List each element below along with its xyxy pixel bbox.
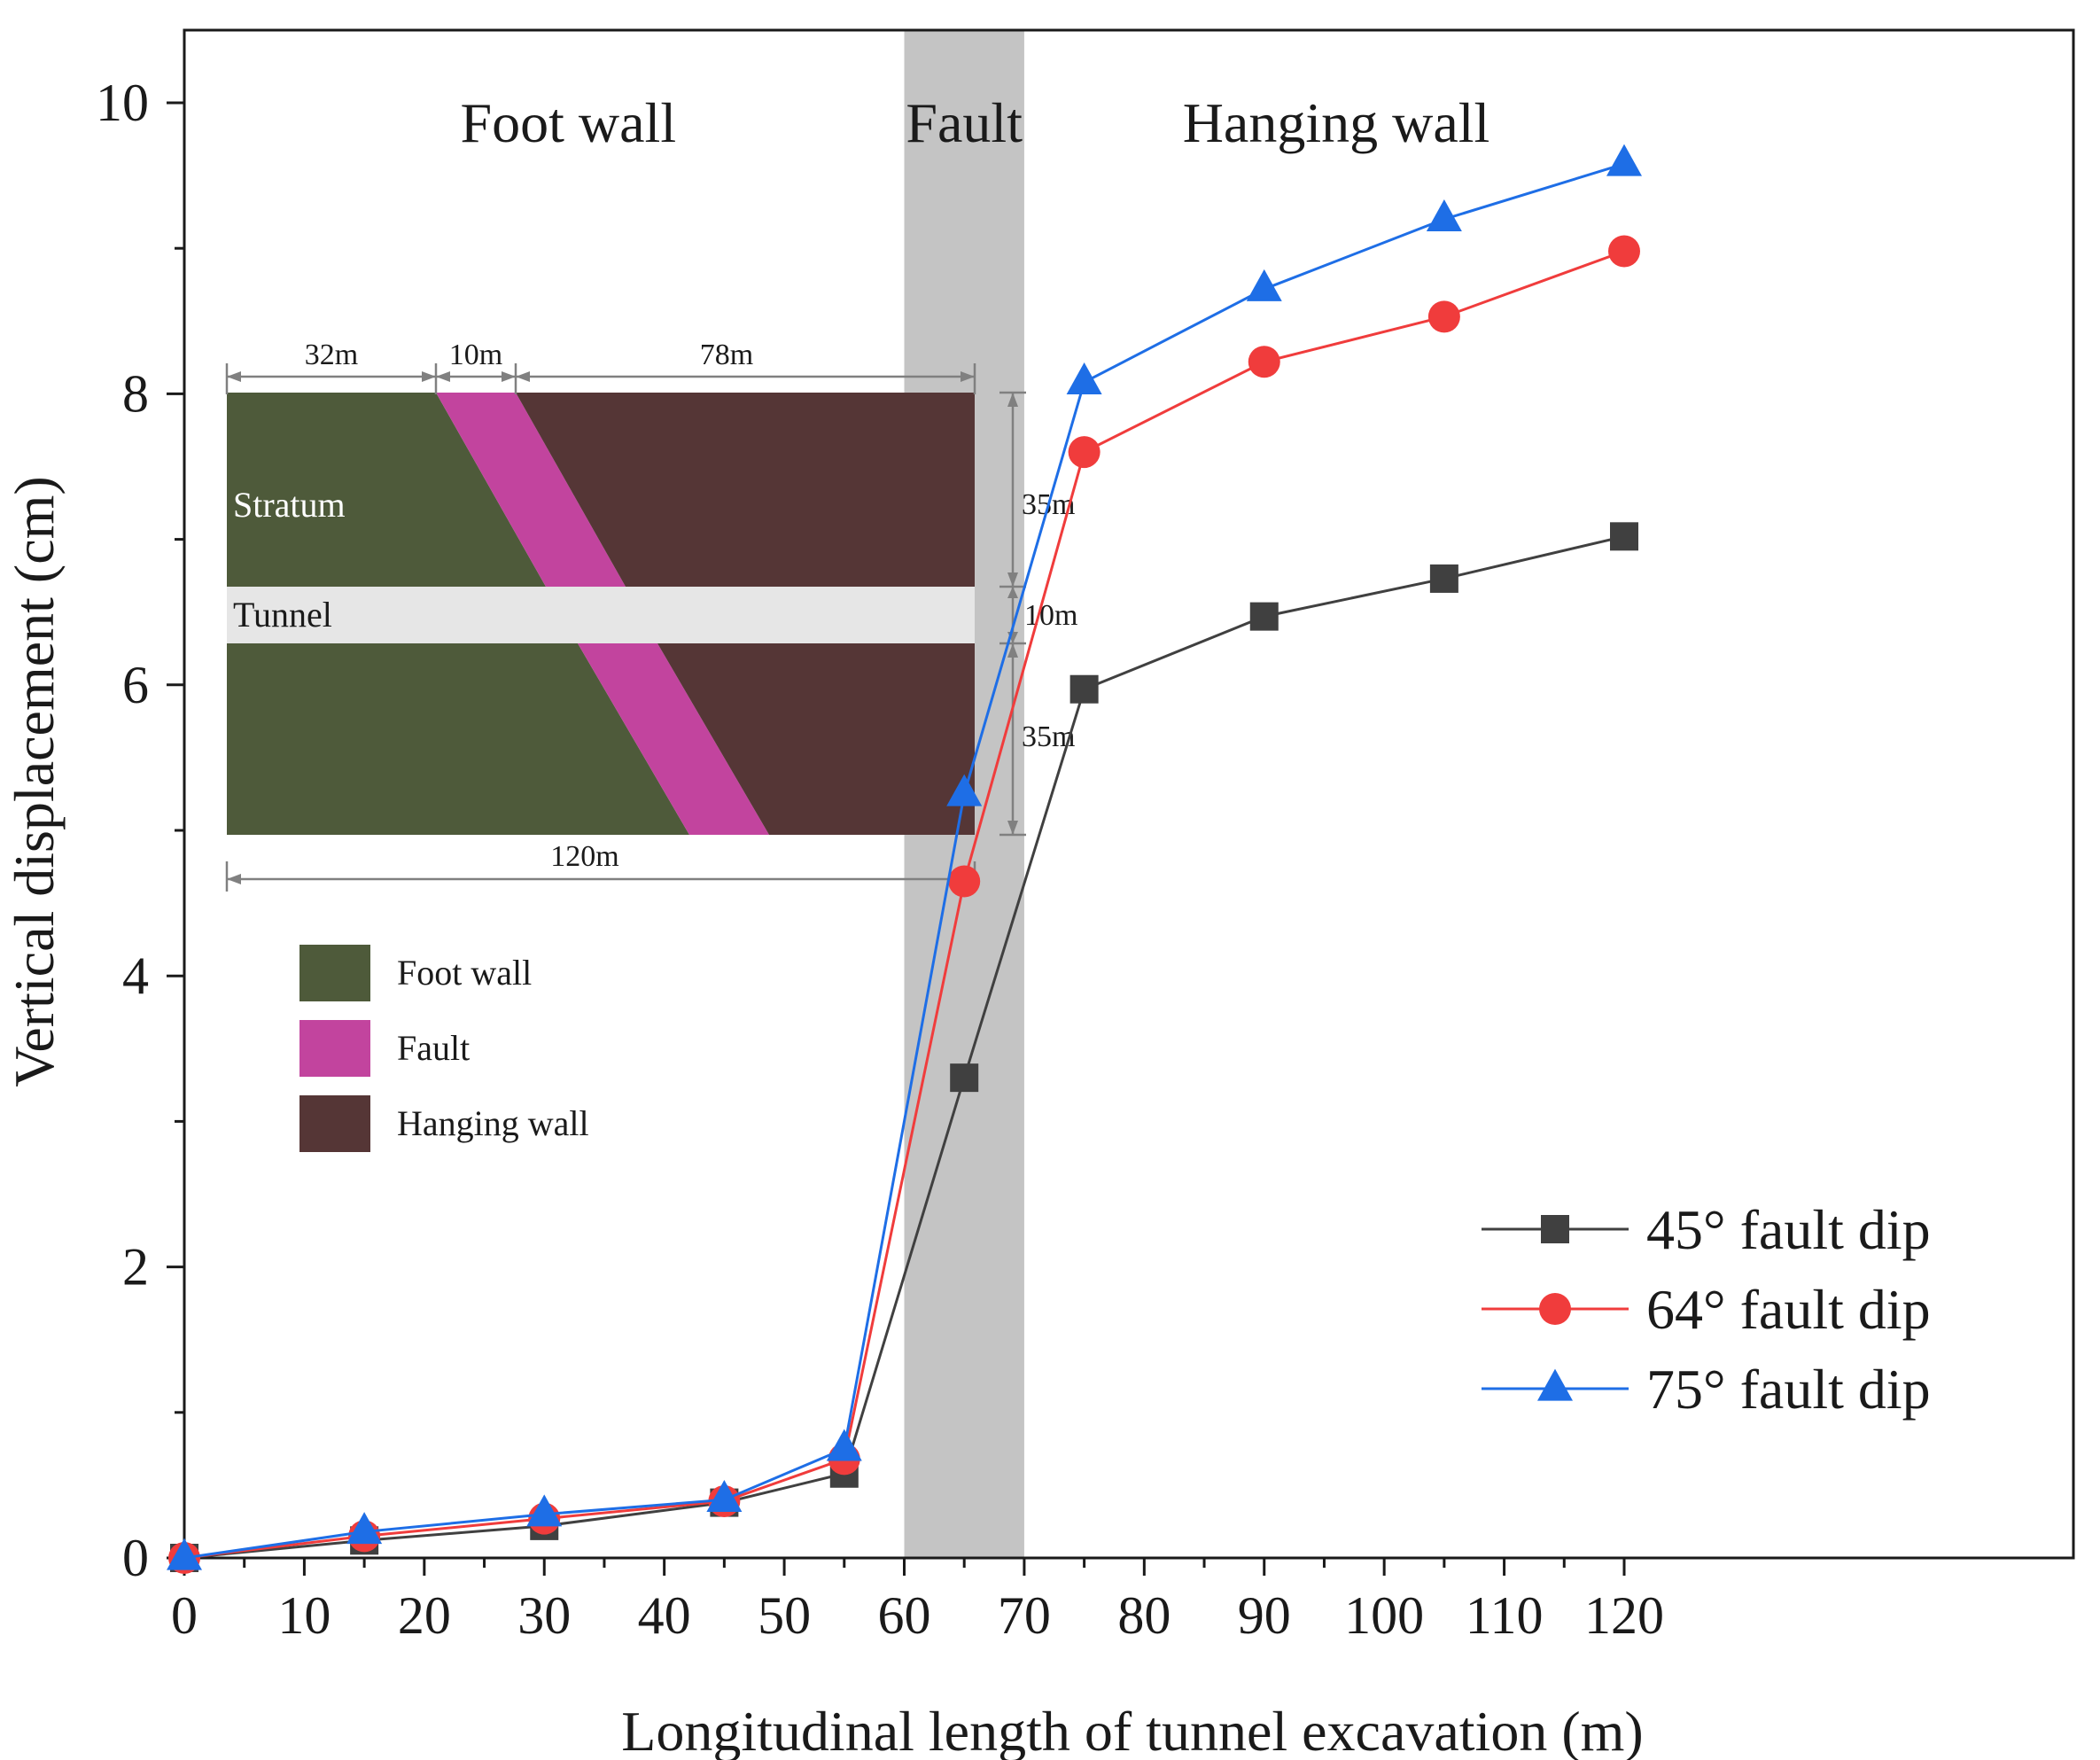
x-tick-label: 100 (1344, 1586, 1424, 1645)
x-tick-label: 50 (758, 1586, 811, 1645)
axes: 0 10 20 30 40 50 60 70 80 90 100 110 120 0 2 4 6 8 10 (96, 28, 2075, 1645)
inset-hanging-wall-bottom (657, 643, 975, 835)
legend-marker (1541, 1215, 1569, 1243)
data-point (526, 1494, 563, 1527)
legend-label: 45° fault dip (1646, 1198, 1931, 1261)
data-point (706, 1480, 743, 1512)
dimension-arrow (422, 371, 436, 382)
y-tick-label: 4 (122, 946, 149, 1005)
inset-fault-top (436, 393, 626, 587)
x-tick-label: 110 (1466, 1586, 1544, 1645)
legend-item-square: 45° fault dip (1482, 1198, 1931, 1261)
dimension-arrow (961, 371, 975, 382)
x-tick-label: 30 (517, 1586, 571, 1645)
data-point (1248, 346, 1280, 378)
legend-marker (1539, 1293, 1571, 1325)
zone-label-hanging-wall: Hanging wall (1183, 91, 1490, 154)
dimension-arrow (1007, 587, 1018, 598)
x-tick-label: 120 (1584, 1586, 1664, 1645)
data-point (1068, 436, 1101, 469)
data-point (946, 774, 983, 806)
data-point (1608, 235, 1640, 268)
inset-tunnel (227, 587, 975, 643)
legend-item-circle: 64° fault dip (1482, 1278, 1931, 1341)
inset-top-dimensions (225, 363, 976, 394)
legend-label: 64° fault dip (1646, 1278, 1931, 1341)
data-point (1066, 362, 1102, 394)
inset-legend-swatch-hanging-wall (299, 1095, 370, 1152)
dimension-arrow (502, 371, 516, 382)
series-triangle (167, 144, 1642, 1570)
data-series (167, 144, 1642, 1574)
series-line (183, 162, 1625, 1560)
legend-label: 75° fault dip (1646, 1358, 1931, 1421)
dimension-arrow (436, 371, 450, 382)
data-point (1426, 199, 1462, 232)
inset-legend-label-hanging-wall: Hanging wall (397, 1103, 589, 1143)
y-tick-label: 8 (122, 364, 149, 423)
inset-legend-swatch-foot-wall (299, 945, 370, 1001)
inset-legend-label-fault: Fault (397, 1028, 470, 1068)
inset-dim-10m-side: 10m (1024, 599, 1077, 632)
dimension-arrow (227, 371, 241, 382)
inset-tunnel-label: Tunnel (233, 595, 332, 635)
plot-frame (183, 28, 2075, 1560)
x-tick-label: 70 (998, 1586, 1051, 1645)
inset-schematic: Stratum Tunnel 32m 10m 78m (225, 339, 1077, 1152)
x-tick-label: 80 (1117, 1586, 1171, 1645)
series-line (183, 534, 1625, 1560)
y-tick-label: 0 (122, 1529, 149, 1587)
dimension-arrow (227, 874, 241, 884)
data-point (1606, 144, 1642, 176)
data-point (1610, 522, 1638, 551)
dimension-arrow (1007, 393, 1018, 407)
data-point (950, 1063, 979, 1093)
data-point (826, 1429, 862, 1461)
inset-foot-wall-bottom (227, 643, 689, 835)
x-tick-label: 0 (171, 1586, 198, 1645)
y-axis-label: Vertical displacement (cm) (3, 476, 66, 1086)
inset-legend-label-foot-wall: Foot wall (397, 953, 532, 993)
inset-dim-78m: 78m (700, 339, 753, 371)
data-point (948, 865, 981, 898)
inset-hanging-wall-top (516, 393, 975, 587)
data-point (167, 1538, 202, 1570)
inset-fault-bottom (578, 643, 769, 835)
x-tick-label: 60 (878, 1586, 931, 1645)
x-tick-label: 20 (398, 1586, 451, 1645)
inset-dim-32m: 32m (305, 339, 358, 371)
dimension-arrow (516, 371, 530, 382)
inset-dim-10m: 10m (449, 339, 502, 371)
legend: 45° fault dip 64° fault dip 75° fault dip (1482, 1198, 1931, 1421)
x-tick-label: 90 (1238, 1586, 1291, 1645)
y-tick-label: 6 (122, 656, 149, 714)
x-tick-label: 40 (638, 1586, 691, 1645)
inset-foot-wall-top (227, 393, 546, 587)
inset-legend-swatch-fault (299, 1020, 370, 1077)
dimension-arrow (1007, 821, 1018, 835)
zone-label-fault: Fault (906, 91, 1023, 154)
x-axis-label: Longitudinal length of tunnel excavation… (621, 1700, 1643, 1760)
data-point (1427, 300, 1460, 333)
inset-stratum-label: Stratum (233, 485, 346, 525)
data-point (1429, 564, 1458, 593)
x-tick-label: 10 (277, 1586, 331, 1645)
y-tick-label: 2 (122, 1238, 149, 1297)
legend-marker (1537, 1368, 1573, 1401)
data-point (1246, 269, 1282, 301)
y-tick-label: 10 (96, 74, 149, 132)
inset-side-dimensions (999, 391, 1026, 837)
zone-labels: Foot wall Fault Hanging wall (461, 91, 1490, 154)
legend-item-triangle: 75° fault dip (1482, 1358, 1931, 1421)
data-point (1069, 674, 1099, 704)
zone-label-foot-wall: Foot wall (461, 91, 677, 154)
dimension-arrow (1007, 572, 1018, 587)
inset-dim-120m: 120m (550, 840, 618, 873)
series-line (183, 250, 1625, 1560)
dimension-arrow (1007, 643, 1018, 658)
data-point (346, 1512, 383, 1545)
data-point (1249, 602, 1279, 631)
